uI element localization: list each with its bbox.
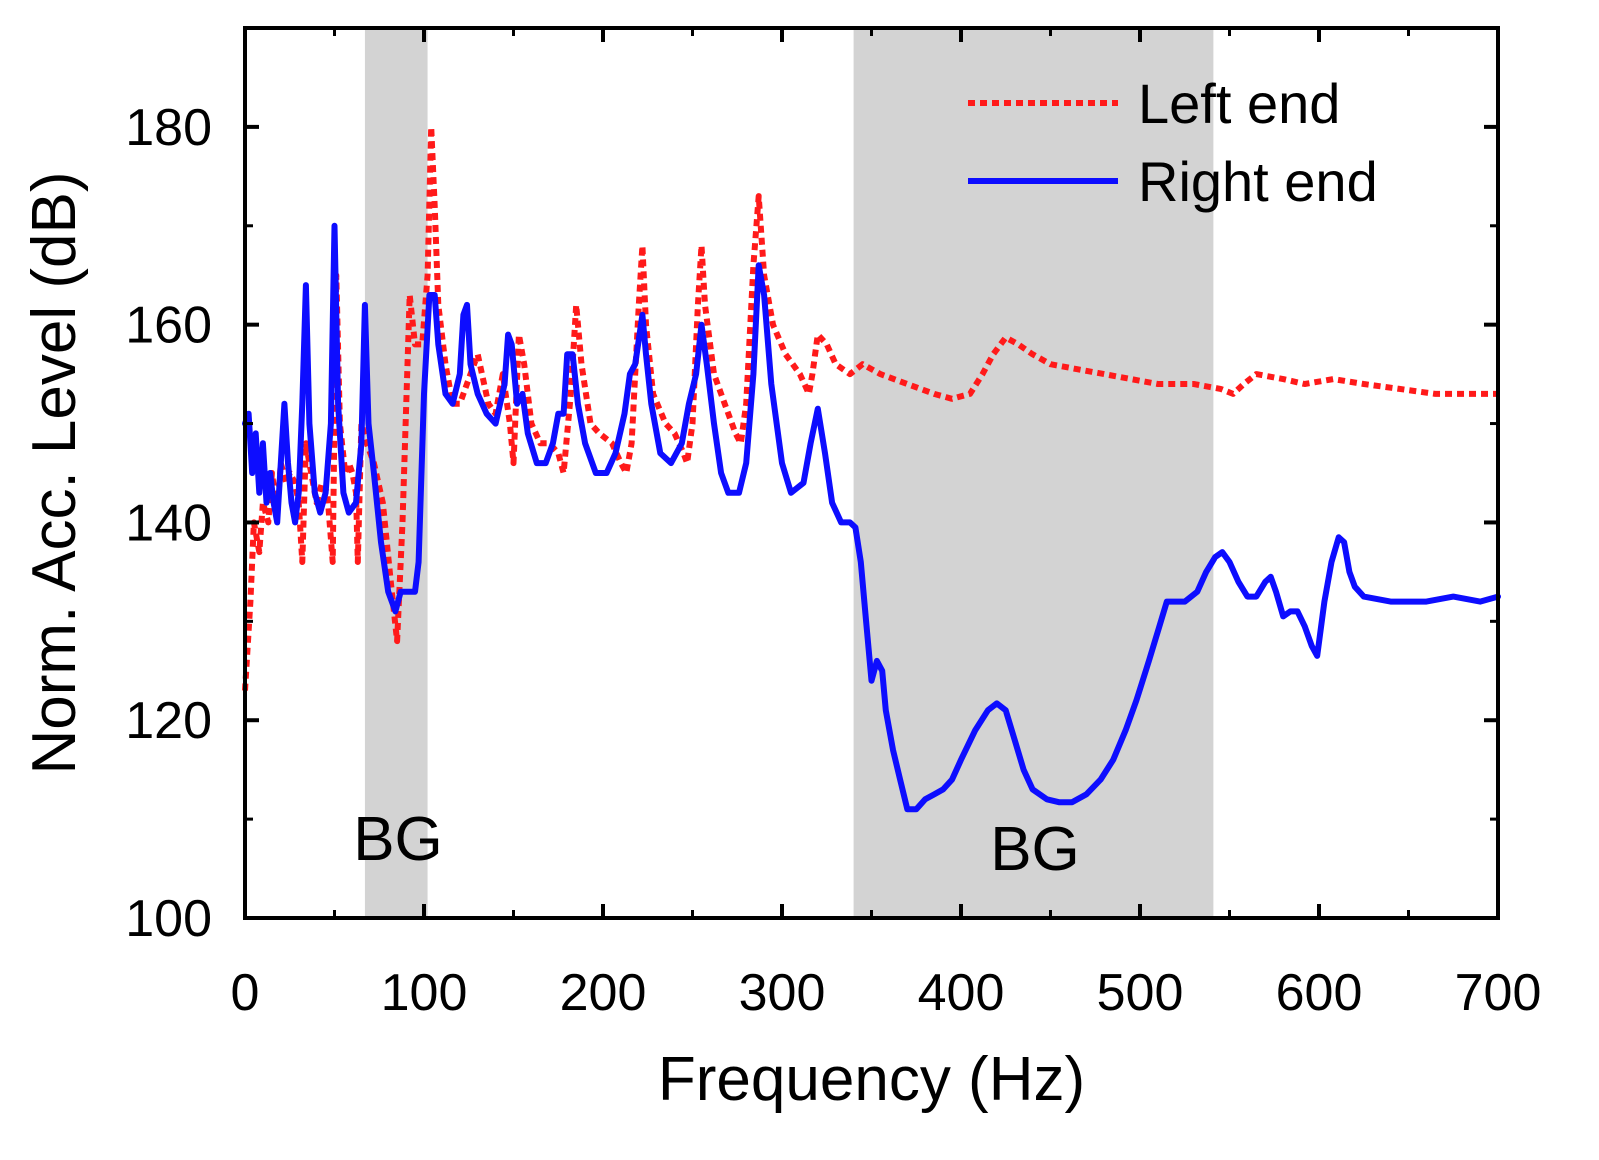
y-tick-label: 180: [125, 99, 212, 157]
series-line-right-end: [242, 222, 1501, 813]
band-gap-label-1: BG: [353, 805, 443, 874]
band-gap-label-2: BG: [990, 815, 1080, 884]
x-tick-label: 500: [1097, 964, 1184, 1022]
x-tick-label: 700: [1455, 964, 1542, 1022]
band-layer: [364, 28, 1214, 918]
x-tick-label: 200: [560, 964, 647, 1022]
x-tick-label: 300: [739, 964, 826, 1022]
y-tick-label: 100: [125, 890, 212, 948]
series-line-left-end: [242, 123, 1498, 691]
y-tick-label: 160: [125, 297, 212, 355]
legend-label-right-end: Right end: [1138, 150, 1378, 213]
x-tick-label: 100: [381, 964, 468, 1022]
band-label-layer: BG BG: [353, 805, 1080, 884]
x-axis-title: Frequency (Hz): [658, 1045, 1085, 1114]
legend: Left end Right end: [968, 72, 1378, 213]
x-tick-label: 0: [231, 964, 260, 1022]
x-tick-label: 600: [1276, 964, 1363, 1022]
x-tick-label: 400: [918, 964, 1005, 1022]
y-tick-label: 140: [125, 494, 212, 552]
legend-label-left-end: Left end: [1138, 72, 1340, 135]
tick-layer: 0 100 200 300 400 500 600 700 100 120 140 160 180: [125, 28, 1541, 1022]
band-gap-region-2: [853, 28, 1214, 918]
y-axis-title: Norm. Acc. Level (dB): [20, 172, 89, 775]
series-layer: [242, 123, 1501, 813]
y-tick-label: 120: [125, 692, 212, 750]
